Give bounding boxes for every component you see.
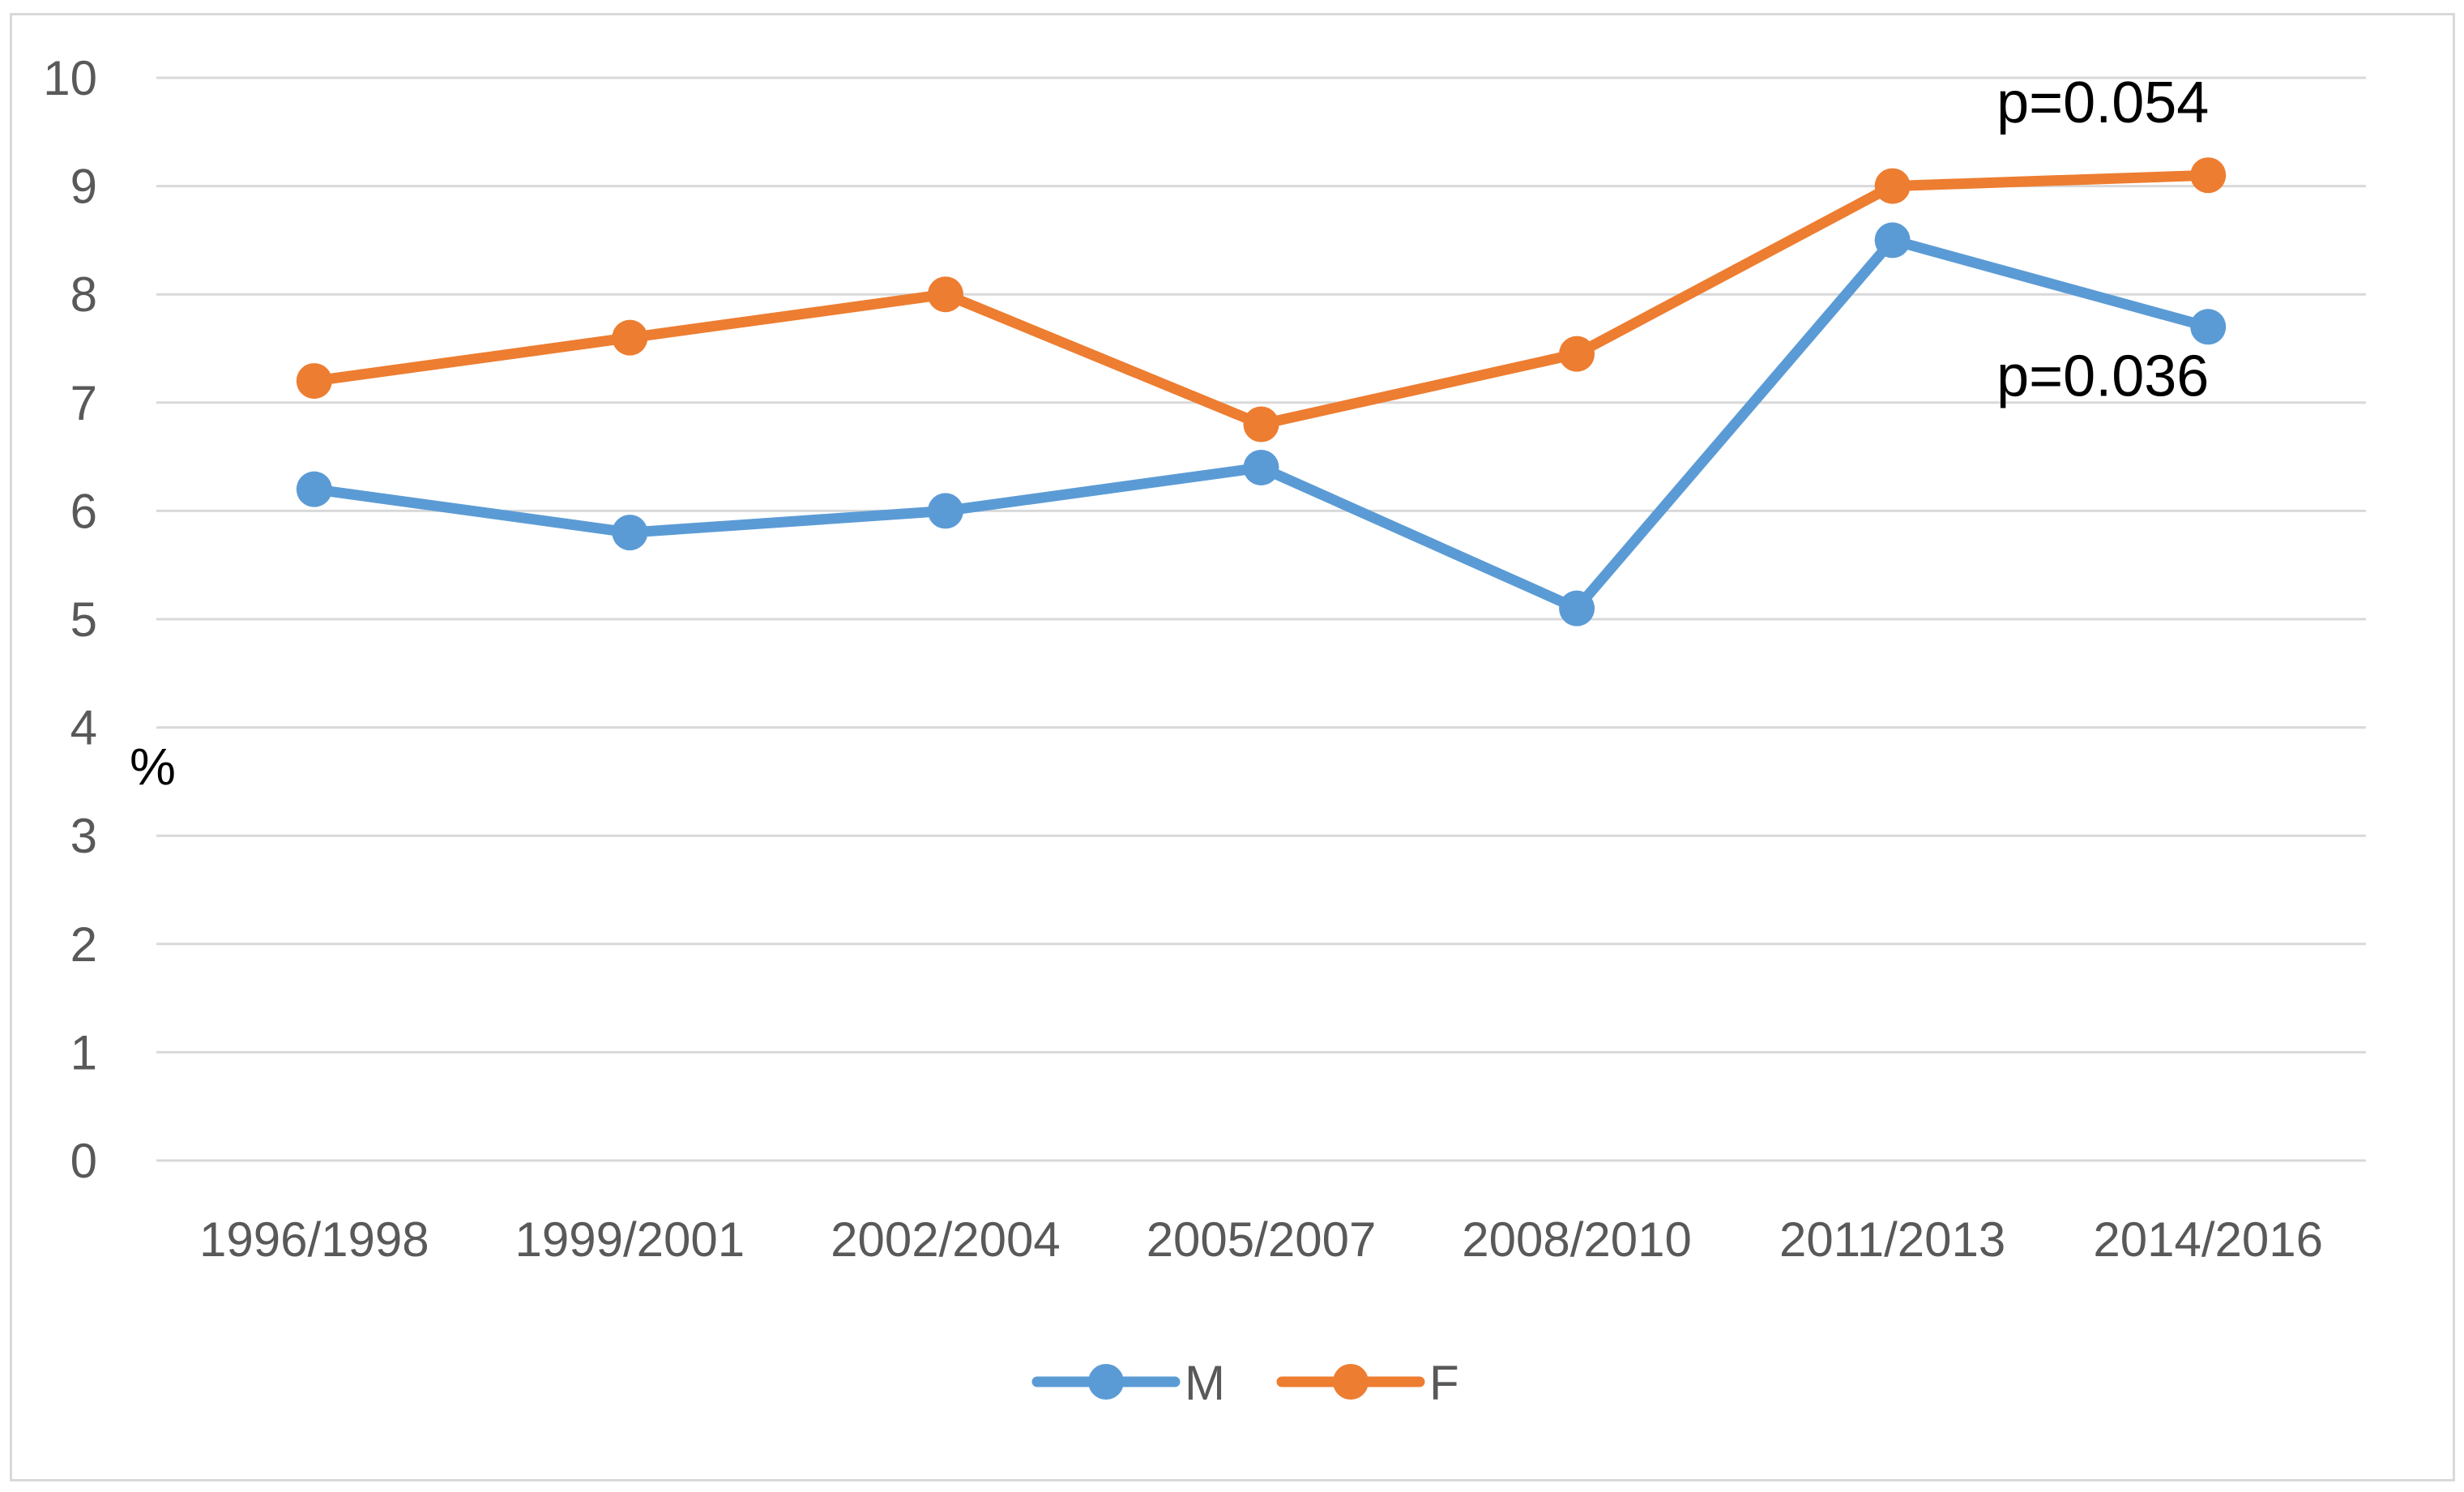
x-tick-label: 2005/2007 bbox=[1147, 1212, 1377, 1267]
y-tick-label: 8 bbox=[70, 267, 97, 322]
legend-item-m: M bbox=[1031, 1356, 1225, 1410]
annotations: p=0.054 p=0.036 bbox=[1996, 71, 2209, 408]
data-point-m bbox=[1243, 449, 1279, 485]
legend-marker bbox=[1333, 1364, 1369, 1400]
y-tick-label: 0 bbox=[70, 1134, 97, 1188]
x-tick-label: 2014/2016 bbox=[2093, 1212, 2323, 1267]
legend-marker bbox=[1088, 1364, 1124, 1400]
y-tick-label: 2 bbox=[70, 917, 97, 972]
legend-label: M bbox=[1185, 1356, 1225, 1410]
gridlines bbox=[156, 76, 2366, 1162]
y-axis-ticks: 0 1 2 3 4 5 6 7 8 9 10 bbox=[43, 51, 97, 1188]
y-tick-label: 10 bbox=[43, 51, 97, 105]
chart-frame bbox=[10, 13, 2455, 1481]
y-tick-label: 3 bbox=[70, 809, 97, 863]
x-tick-label: 2008/2010 bbox=[1462, 1212, 1692, 1267]
y-tick-label: 7 bbox=[70, 376, 97, 430]
x-tick-label: 2002/2004 bbox=[831, 1212, 1061, 1267]
y-tick-label: 4 bbox=[70, 701, 97, 755]
series-f bbox=[296, 157, 2227, 442]
y-axis-unit: % bbox=[130, 737, 176, 796]
data-point-f bbox=[1559, 336, 1595, 372]
x-tick-label: 1996/1998 bbox=[199, 1212, 429, 1267]
series-line-f bbox=[309, 169, 2214, 430]
y-tick-label: 5 bbox=[70, 592, 97, 647]
y-tick-label: 6 bbox=[70, 484, 97, 538]
y-tick-label: 1 bbox=[70, 1025, 97, 1079]
legend-item-f: F bbox=[1276, 1356, 1459, 1410]
data-point-m bbox=[296, 471, 332, 507]
y-tick-label: 9 bbox=[70, 160, 97, 214]
p-value-annotation: p=0.054 bbox=[1996, 71, 2209, 135]
data-point-m bbox=[1559, 590, 1595, 626]
p-value-annotation: p=0.036 bbox=[1996, 344, 2209, 408]
data-point-f bbox=[1874, 168, 1911, 204]
data-point-f bbox=[927, 276, 963, 313]
series-m bbox=[296, 222, 2227, 626]
x-tick-label: 2011/2013 bbox=[1779, 1212, 2005, 1267]
data-point-m bbox=[1874, 222, 1911, 259]
series-lines bbox=[296, 157, 2227, 626]
x-axis-ticks: 1996/1998 1999/2001 2002/2004 2005/2007 2008… bbox=[199, 1212, 2323, 1267]
x-tick-label: 1999/2001 bbox=[515, 1212, 745, 1267]
data-point-m bbox=[2190, 309, 2227, 345]
data-point-m bbox=[927, 493, 963, 529]
data-point-m bbox=[612, 515, 648, 551]
data-point-f bbox=[612, 319, 648, 356]
legend-label: F bbox=[1429, 1356, 1459, 1410]
data-point-f bbox=[2190, 157, 2227, 194]
data-point-f bbox=[296, 363, 332, 400]
data-point-f bbox=[1243, 406, 1279, 442]
